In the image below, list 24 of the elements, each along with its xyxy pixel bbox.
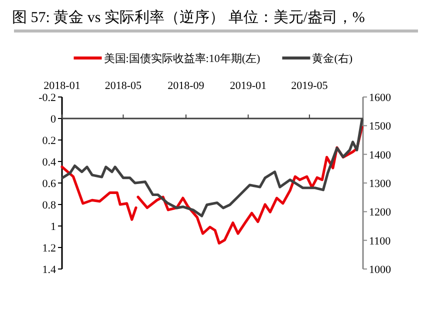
y2-tick-label: 1300: [369, 178, 392, 190]
y-tick-label: -0.2: [38, 92, 56, 104]
x-tick-label: 2019-01: [230, 80, 267, 92]
legend-label: 美国:国债实际收益率:10年期(左): [104, 52, 261, 65]
y2-tick-label: 1400: [369, 149, 392, 162]
y-tick-label: 0.2: [42, 135, 56, 147]
y2-tick-label: 1100: [369, 235, 392, 248]
y2-tick-label: 1000: [369, 264, 392, 276]
x-tick-label: 2019-05: [291, 80, 328, 92]
y2-tick-label: 1600: [369, 92, 392, 104]
x-tick-label: 2018-09: [168, 80, 205, 92]
y-tick-label: 1.4: [42, 264, 56, 276]
x-tick-label: 2018-05: [104, 80, 142, 92]
y-tick-label: 0.6: [42, 178, 56, 190]
y-tick-label: 1: [50, 221, 56, 233]
y-tick-label: 0.4: [42, 156, 56, 168]
y2-tick-label: 1200: [369, 206, 392, 219]
y-tick-label: 0: [50, 114, 56, 126]
x-tick-label: 2018-01: [44, 80, 80, 92]
y-tick-label: 0.8: [42, 200, 56, 212]
y-tick-label: 1.2: [42, 242, 56, 254]
y2-tick-label: 1500: [369, 120, 392, 133]
chart-title: 图 57: 黄金 vs 实际利率（逆序） 单位：美元/盎司，%: [12, 9, 365, 26]
legend-label: 黄金(右): [312, 52, 353, 65]
